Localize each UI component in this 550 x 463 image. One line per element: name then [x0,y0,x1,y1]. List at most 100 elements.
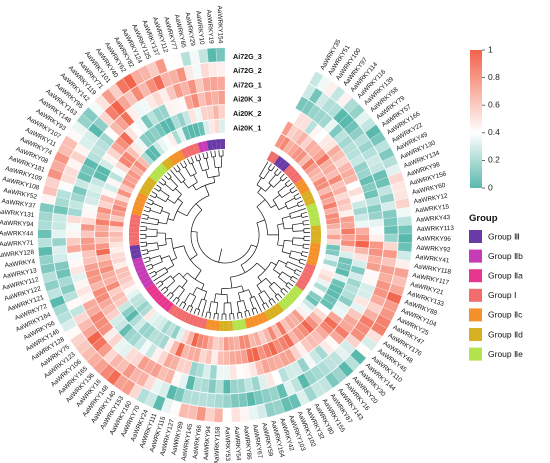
group-cell [308,211,320,219]
tree-branch [256,199,266,208]
tree-branch [285,285,291,290]
tree-branch [281,240,285,252]
group-cell [143,279,154,289]
tree-branch [151,191,158,195]
heatmap-cell [355,227,370,235]
group-cell [294,178,306,188]
tree-branch [153,271,168,282]
tree-branch [263,290,271,300]
tree-branch [279,173,285,179]
tree-branch [282,176,288,182]
tree-branch [255,307,259,314]
legend-label: Group Ⅲ [488,231,520,241]
tree-branch [257,276,262,283]
tree-branch [170,169,182,184]
group-cell [175,308,185,320]
group-cell [148,286,159,297]
tree-branch [149,270,155,275]
leaf-label: AaWRKY131 [0,208,35,219]
leaf-label: AaWRKY86 [242,425,253,460]
tree-branch [177,198,183,203]
tree-branch [179,285,185,290]
heatmap-cell [212,105,220,120]
tree-branch [183,160,188,167]
tree-branch [278,271,283,278]
group-cell [139,187,151,197]
tree-branch [293,193,300,197]
tree-branch [189,306,193,313]
group-cell [303,266,315,275]
tree-branch [184,166,191,177]
group-cell [168,154,179,166]
tree-branch [249,298,255,309]
heatmap-cell [217,336,224,351]
tree-branch [165,233,167,245]
group-cell [296,182,308,192]
tree-branch [167,198,175,204]
tree-branch [140,245,147,248]
heatmap-cell [37,237,53,248]
tree-branch [167,172,172,178]
tree-branch [241,285,244,292]
tree-branch [158,188,162,192]
heatmap-cell [219,119,226,134]
tree-branch [236,312,239,320]
tree-branch [157,244,167,247]
group-cell [281,297,291,308]
tree-branch [175,188,182,195]
tree-branch [216,302,218,314]
tree-branch [168,176,172,180]
group-cell [196,317,204,328]
group-cell [135,196,147,205]
tree-branch [140,225,147,228]
heatmap-cell [355,234,370,242]
group-cell [240,318,247,330]
leaf-label: AaWRKY10 [194,10,205,45]
tree-branch [276,171,282,176]
tree-branch [289,208,306,215]
group-cell [310,242,321,249]
tree-branch [274,168,279,174]
tree-branch [269,281,275,287]
group-cell [167,304,178,315]
group-cell [130,213,142,221]
tree-branch [149,255,161,260]
tree-branch [146,228,158,231]
tree-branch [182,303,187,310]
tree-branch [294,272,300,277]
tree-branch [190,156,194,163]
group-cell [232,320,238,331]
tree-branch [190,254,198,260]
tree-branch [213,176,216,183]
tree-branch [163,289,169,295]
heatmap-cell [197,48,209,64]
tree-branch [273,179,282,188]
tree-branch [238,292,241,302]
tree-branch [293,196,297,200]
tree-branch [300,258,307,262]
group-cell [310,229,321,235]
tree-branch [230,262,258,278]
tree-branch [158,181,164,186]
heatmap-cell [230,393,240,408]
tree-branch [183,293,191,303]
group-cell [291,174,303,185]
heatmap-cell [230,379,239,394]
tree-branch [284,227,293,230]
tree-branch [160,286,166,292]
heatmap-cell [66,222,81,231]
group-cell [266,151,276,162]
group-cell [252,315,260,326]
tree-branch [192,184,197,191]
group-cell [154,292,165,304]
group-cell [280,161,291,172]
group-cell [164,301,174,313]
tree-branch [287,204,299,210]
group-cell [310,238,321,244]
tree-branch [284,197,295,204]
heatmap-cell [222,393,232,409]
tree-branch [167,218,174,221]
tree-branch [217,313,219,320]
group-cell [306,259,318,267]
heatmap-cell [326,234,341,241]
